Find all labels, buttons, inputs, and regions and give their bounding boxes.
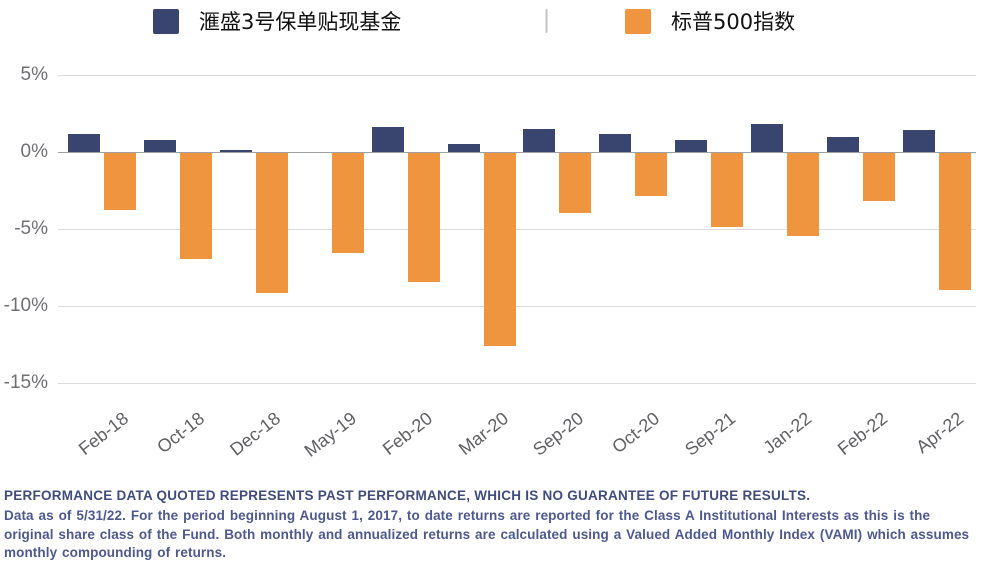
- zero-axis-line: [58, 152, 976, 153]
- legend-label-fund: 滙盛3号保单贴现基金: [199, 10, 402, 34]
- gridline: [58, 229, 976, 230]
- x-tick-label: Dec-18: [226, 408, 285, 460]
- x-tick-label: Oct-20: [608, 408, 664, 458]
- y-tick-label: 5%: [20, 64, 48, 85]
- fund-color-swatch: [153, 8, 179, 34]
- bar-sp500: [484, 153, 516, 346]
- legend-item-sp500[interactable]: 标普500指数: [625, 6, 795, 36]
- disclaimer-title: PERFORMANCE DATA QUOTED REPRESENTS PAST …: [4, 488, 811, 503]
- bar-sp500: [863, 153, 895, 201]
- bar-sp500: [104, 153, 136, 210]
- disclaimer: PERFORMANCE DATA QUOTED REPRESENTS PAST …: [4, 487, 978, 563]
- bar-sp500: [939, 153, 971, 290]
- bar-fund: [827, 137, 859, 152]
- bar-sp500: [635, 153, 667, 196]
- gridline: [58, 306, 976, 307]
- bar-sp500: [332, 153, 364, 253]
- y-tick-label: -15%: [3, 372, 48, 393]
- x-tick-label: May-19: [300, 408, 361, 461]
- disclaimer-body: Data as of 5/31/22. For the period begin…: [4, 508, 970, 560]
- x-tick-label: Apr-22: [912, 408, 968, 458]
- bar-sp500: [559, 153, 591, 213]
- bar-fund: [372, 127, 404, 152]
- x-tick-label: Sep-21: [681, 408, 740, 460]
- y-tick-label: 0%: [20, 141, 48, 162]
- x-tick-label: Feb-22: [833, 408, 892, 460]
- gridline: [58, 383, 976, 384]
- bar-sp500: [180, 153, 212, 259]
- x-tick-label: Feb-18: [74, 408, 133, 460]
- bar-sp500: [256, 153, 288, 293]
- sp500-color-swatch: [625, 8, 651, 34]
- x-tick-label: Jan-22: [759, 408, 816, 458]
- bar-sp500: [787, 153, 819, 236]
- bar-fund: [448, 144, 480, 152]
- x-tick-label: Mar-20: [454, 408, 513, 459]
- y-tick-label: -10%: [3, 295, 48, 316]
- bar-fund: [675, 140, 707, 152]
- x-tick-label: Oct-18: [153, 408, 209, 458]
- bar-chart: 5% 0% -5% -10% -15% Feb-18 Oct-18 Dec-18 May-19 F…: [3, 64, 976, 461]
- gridline: [58, 75, 976, 76]
- bar-fund: [903, 130, 935, 152]
- x-tick-label: Feb-20: [378, 408, 437, 460]
- legend-item-fund[interactable]: 滙盛3号保单贴现基金: [153, 6, 401, 36]
- chart-legend: 滙盛3号保单贴现基金 标普500指数: [0, 0, 982, 44]
- bar-sp500: [408, 153, 440, 282]
- bar-sp500: [711, 153, 743, 227]
- legend-label-sp500: 标普500指数: [671, 10, 796, 34]
- y-tick-label: -5%: [14, 218, 48, 239]
- bar-fund: [523, 129, 555, 152]
- bar-fund: [68, 134, 100, 152]
- bar-fund: [599, 134, 631, 152]
- legend-divider: [545, 9, 548, 33]
- x-tick-label: Sep-20: [529, 408, 588, 460]
- bar-fund: [751, 124, 783, 152]
- bar-fund: [144, 140, 176, 152]
- bar-fund: [220, 150, 252, 152]
